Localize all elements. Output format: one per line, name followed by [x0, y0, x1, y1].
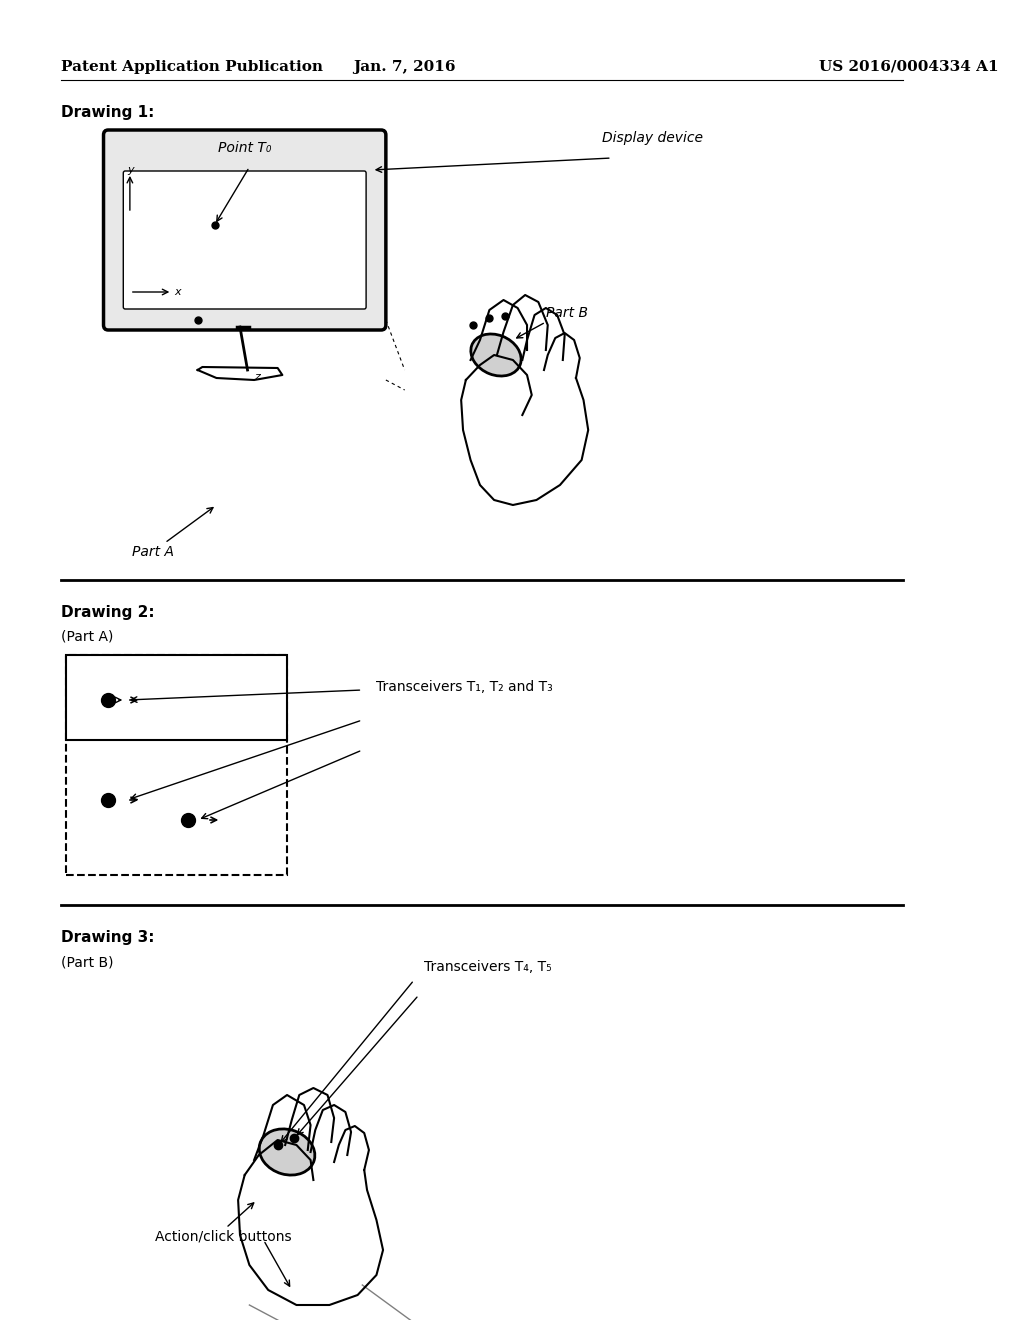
- Text: z: z: [254, 372, 260, 381]
- Ellipse shape: [259, 1129, 314, 1175]
- Text: Part B: Part B: [546, 306, 588, 319]
- Text: Jan. 7, 2016: Jan. 7, 2016: [353, 59, 456, 74]
- Text: Display device: Display device: [602, 131, 703, 145]
- Text: (Part B): (Part B): [61, 954, 114, 969]
- Text: Action/click buttons: Action/click buttons: [156, 1230, 292, 1243]
- Text: Transceivers T₄, T₅: Transceivers T₄, T₅: [424, 960, 551, 974]
- FancyBboxPatch shape: [66, 655, 287, 741]
- FancyBboxPatch shape: [103, 129, 386, 330]
- Ellipse shape: [471, 334, 521, 376]
- Text: y: y: [127, 165, 134, 176]
- FancyBboxPatch shape: [66, 655, 287, 875]
- Text: Part A: Part A: [132, 545, 174, 558]
- Text: Transceivers T₁, T₂ and T₃: Transceivers T₁, T₂ and T₃: [377, 680, 553, 694]
- Text: US 2016/0004334 A1: US 2016/0004334 A1: [819, 59, 998, 74]
- Text: x: x: [174, 286, 180, 297]
- Text: Drawing 2:: Drawing 2:: [61, 605, 155, 620]
- Text: Drawing 3:: Drawing 3:: [61, 931, 155, 945]
- FancyBboxPatch shape: [123, 172, 367, 309]
- Text: Patent Application Publication: Patent Application Publication: [61, 59, 324, 74]
- Text: Point T₀: Point T₀: [218, 141, 271, 154]
- Text: (Part A): (Part A): [61, 630, 114, 644]
- Text: Drawing 1:: Drawing 1:: [61, 106, 155, 120]
